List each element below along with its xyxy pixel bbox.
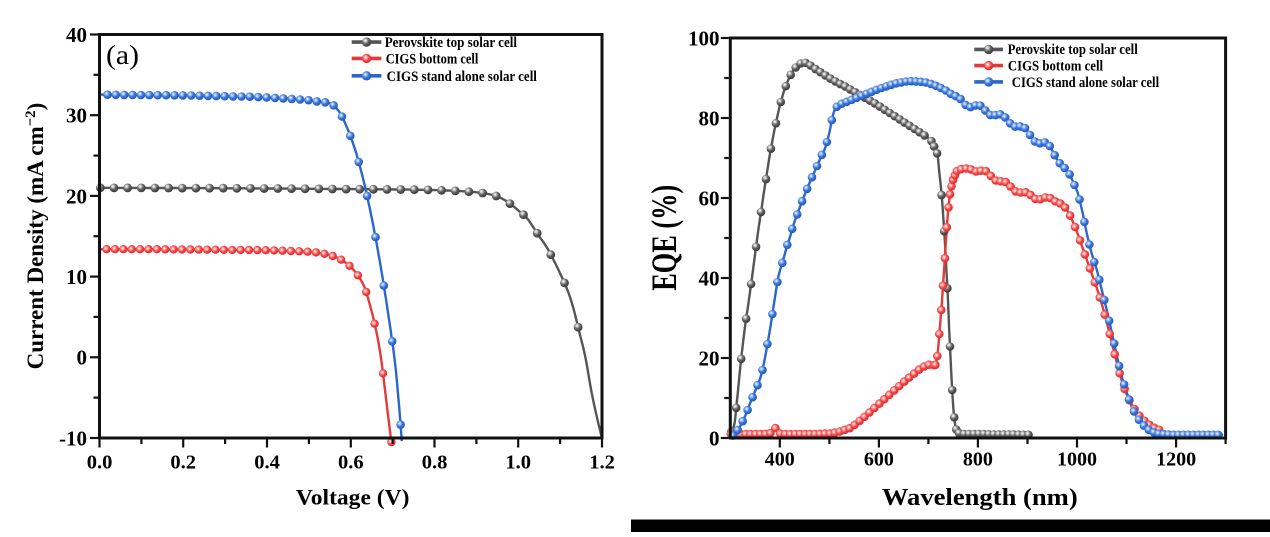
- svg-text:100: 100: [688, 27, 720, 51]
- svg-text:800: 800: [963, 449, 993, 471]
- svg-text:20: 20: [699, 347, 720, 371]
- svg-text:30: 30: [66, 104, 87, 128]
- svg-text:-10: -10: [59, 426, 87, 450]
- svg-text:EQE (%): EQE (%): [644, 185, 684, 291]
- svg-text:0: 0: [77, 346, 88, 370]
- svg-text:CIGS stand alone solar cell: CIGS stand alone solar cell: [387, 69, 537, 85]
- svg-text:1.2: 1.2: [589, 452, 615, 474]
- svg-text:0.4: 0.4: [254, 452, 280, 474]
- svg-text:Wavelength (nm): Wavelength (nm): [882, 485, 1078, 511]
- svg-text:0.6: 0.6: [338, 452, 364, 474]
- svg-text:600: 600: [864, 449, 894, 471]
- svg-text:0.8: 0.8: [422, 452, 448, 474]
- svg-text:CIGS bottom cell: CIGS bottom cell: [386, 51, 479, 67]
- svg-text:60: 60: [699, 187, 720, 211]
- svg-text:10: 10: [66, 265, 87, 289]
- svg-text:40: 40: [66, 23, 87, 47]
- svg-text:(a): (a): [106, 40, 139, 70]
- svg-text:CIGS bottom cell: CIGS bottom cell: [1008, 58, 1103, 74]
- svg-text:0.2: 0.2: [170, 452, 196, 474]
- svg-text:CIGS stand alone solar cell: CIGS stand alone solar cell: [1012, 75, 1159, 91]
- svg-text:1.0: 1.0: [505, 452, 531, 474]
- svg-text:40: 40: [699, 267, 720, 291]
- svg-text:20: 20: [66, 184, 87, 208]
- svg-text:1000: 1000: [1057, 449, 1097, 471]
- svg-text:Perovskite top solar cell: Perovskite top solar cell: [385, 35, 517, 51]
- svg-text:1200: 1200: [1156, 449, 1196, 471]
- svg-text:0: 0: [709, 427, 720, 451]
- svg-text:Voltage (V): Voltage (V): [296, 485, 410, 510]
- svg-text:400: 400: [765, 449, 795, 471]
- svg-text:0.0: 0.0: [87, 452, 113, 474]
- svg-text:Current Density (mA cm−2): Current Density (mA cm−2): [23, 103, 48, 370]
- svg-text:Perovskite top solar cell: Perovskite top solar cell: [1008, 42, 1138, 58]
- svg-text:80: 80: [699, 107, 720, 131]
